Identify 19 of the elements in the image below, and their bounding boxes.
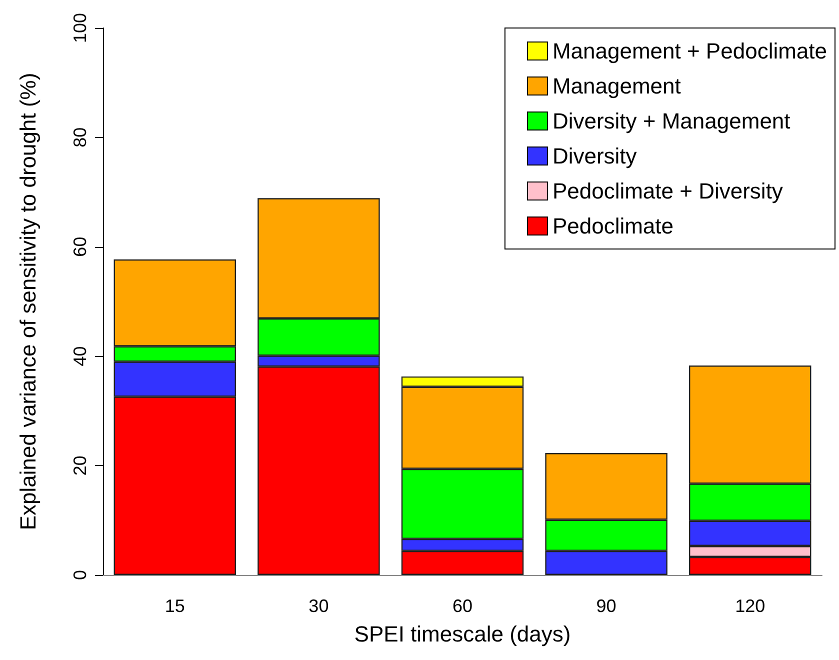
x-tick-label: 60 [452,596,473,616]
y-tick-label: 100 [70,12,90,44]
x-tick-label: 30 [308,596,329,616]
legend-label: Pedoclimate [552,214,674,238]
y-tick-label: 0 [70,570,90,580]
x-tick-label: 15 [164,596,185,616]
legend-label: Management [552,74,681,98]
legend-label: Pedoclimate + Diversity [552,178,783,204]
legend-label: Diversity [552,144,637,168]
y-axis-title: Explained variance of sensitivity to drought (%) [16,72,40,530]
y-tick-label: 40 [70,346,90,366]
y-tick-label: 80 [70,127,90,148]
x-tick-label: 90 [596,596,616,616]
y-tick-label: 20 [70,456,90,476]
x-tick-label: 120 [735,596,766,616]
x-axis-title: SPEI timescale (days) [354,622,571,646]
legend-label: Management + Pedoclimate [552,38,828,64]
y-tick-label: 60 [70,236,90,257]
legend-label: Diversity + Management [552,108,790,134]
